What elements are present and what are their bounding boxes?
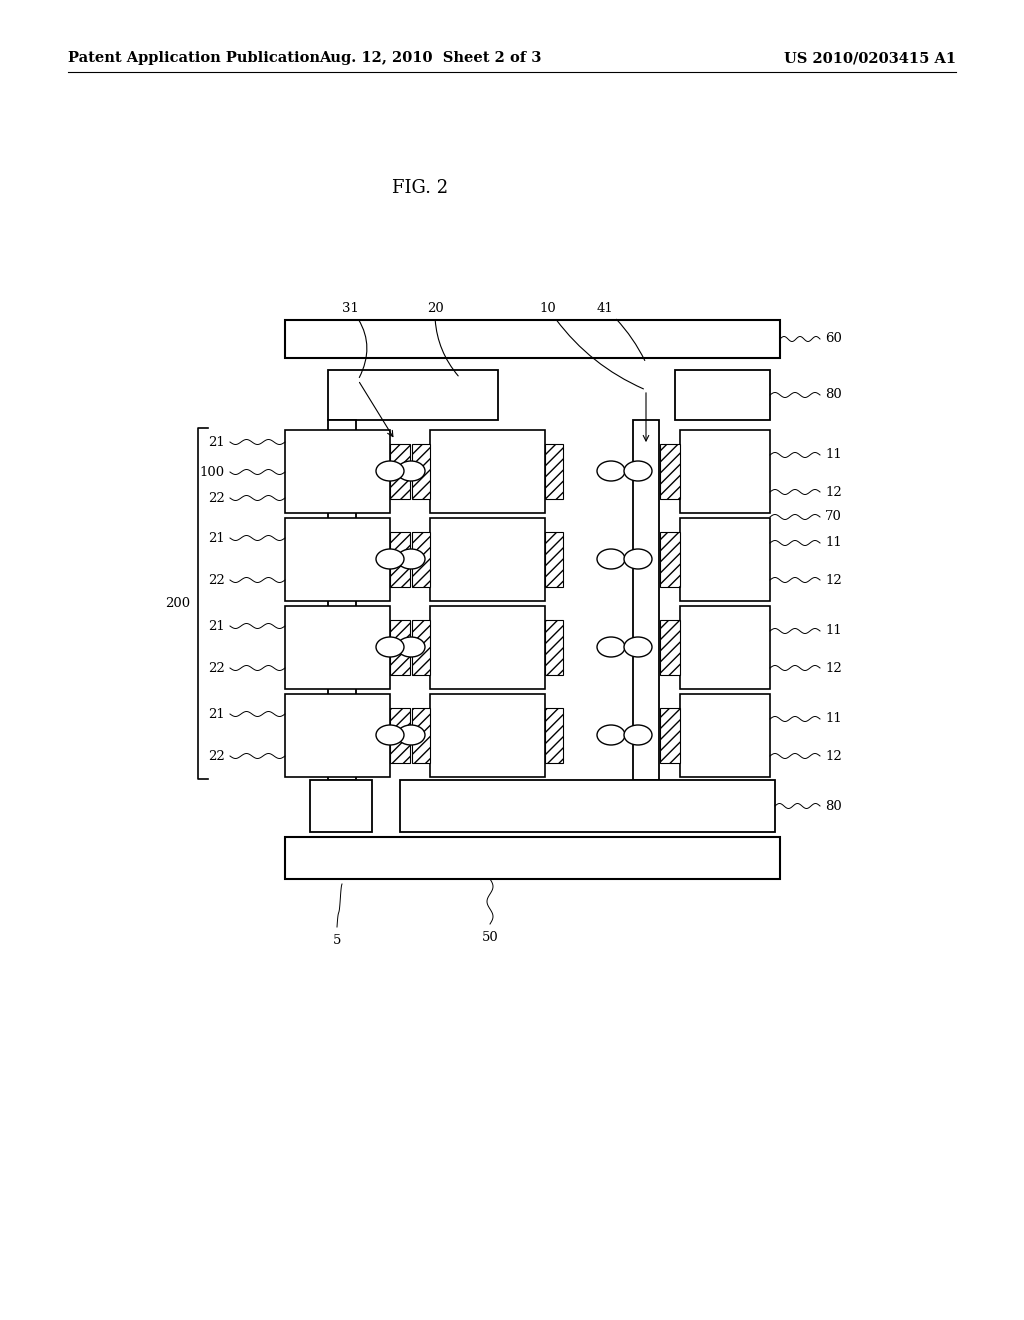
Bar	[430, 517, 545, 601]
Bar	[545, 444, 563, 499]
Text: 80: 80	[825, 388, 842, 401]
Text: 12: 12	[825, 750, 842, 763]
Ellipse shape	[597, 725, 625, 744]
Bar	[328, 370, 498, 420]
Ellipse shape	[376, 461, 404, 480]
Text: 41: 41	[597, 301, 645, 360]
Bar	[285, 517, 390, 601]
Text: 22: 22	[208, 491, 225, 504]
Ellipse shape	[597, 549, 625, 569]
Text: 12: 12	[825, 661, 842, 675]
Text: 80: 80	[825, 800, 842, 813]
Ellipse shape	[397, 725, 425, 744]
Text: 12: 12	[825, 486, 842, 499]
Ellipse shape	[397, 638, 425, 657]
Bar	[412, 444, 430, 499]
Bar	[285, 430, 390, 513]
Text: Aug. 12, 2010  Sheet 2 of 3: Aug. 12, 2010 Sheet 2 of 3	[318, 51, 542, 65]
Ellipse shape	[597, 461, 625, 480]
Ellipse shape	[397, 461, 425, 480]
Ellipse shape	[397, 549, 425, 569]
Text: 50: 50	[481, 931, 499, 944]
Text: US 2010/0203415 A1: US 2010/0203415 A1	[784, 51, 956, 65]
Bar	[660, 708, 680, 763]
Text: 22: 22	[208, 661, 225, 675]
Text: 20: 20	[427, 301, 458, 376]
Ellipse shape	[624, 461, 652, 480]
Text: 100: 100	[200, 466, 225, 479]
Bar	[545, 532, 563, 587]
Text: Patent Application Publication: Patent Application Publication	[68, 51, 319, 65]
Text: 70: 70	[825, 511, 842, 524]
Text: 11: 11	[825, 624, 842, 638]
Bar	[310, 780, 372, 832]
Bar	[400, 780, 775, 832]
Bar	[390, 620, 410, 675]
Bar	[430, 430, 545, 513]
Bar	[660, 532, 680, 587]
Bar	[328, 420, 356, 780]
Bar	[680, 517, 770, 601]
Text: 11: 11	[825, 536, 842, 549]
Bar	[390, 708, 410, 763]
Bar	[545, 620, 563, 675]
Text: 12: 12	[825, 573, 842, 586]
Ellipse shape	[624, 638, 652, 657]
Text: 10: 10	[540, 301, 643, 389]
Bar	[285, 837, 780, 879]
Bar	[430, 606, 545, 689]
Bar	[285, 606, 390, 689]
Bar	[430, 694, 545, 777]
Text: 11: 11	[825, 713, 842, 726]
Text: 200: 200	[165, 597, 190, 610]
Text: 21: 21	[208, 532, 225, 544]
Text: 22: 22	[208, 573, 225, 586]
Text: 21: 21	[208, 436, 225, 449]
Ellipse shape	[624, 549, 652, 569]
Bar	[680, 694, 770, 777]
Ellipse shape	[376, 549, 404, 569]
Text: 60: 60	[825, 333, 842, 346]
Ellipse shape	[376, 725, 404, 744]
Text: 21: 21	[208, 708, 225, 721]
Bar	[285, 694, 390, 777]
Bar	[412, 620, 430, 675]
Bar	[633, 420, 659, 780]
Text: 31: 31	[342, 301, 367, 378]
Text: FIG. 2: FIG. 2	[392, 180, 449, 197]
Bar	[660, 620, 680, 675]
Bar	[660, 444, 680, 499]
Bar	[412, 532, 430, 587]
Bar	[412, 708, 430, 763]
Text: 11: 11	[825, 449, 842, 462]
Ellipse shape	[597, 638, 625, 657]
Text: 5: 5	[333, 935, 341, 946]
Bar	[285, 319, 780, 358]
Bar	[680, 606, 770, 689]
Bar	[390, 444, 410, 499]
Bar	[680, 430, 770, 513]
Text: 22: 22	[208, 750, 225, 763]
Bar	[675, 370, 770, 420]
Ellipse shape	[376, 638, 404, 657]
Ellipse shape	[624, 725, 652, 744]
Bar	[545, 708, 563, 763]
Bar	[390, 532, 410, 587]
Text: 21: 21	[208, 619, 225, 632]
